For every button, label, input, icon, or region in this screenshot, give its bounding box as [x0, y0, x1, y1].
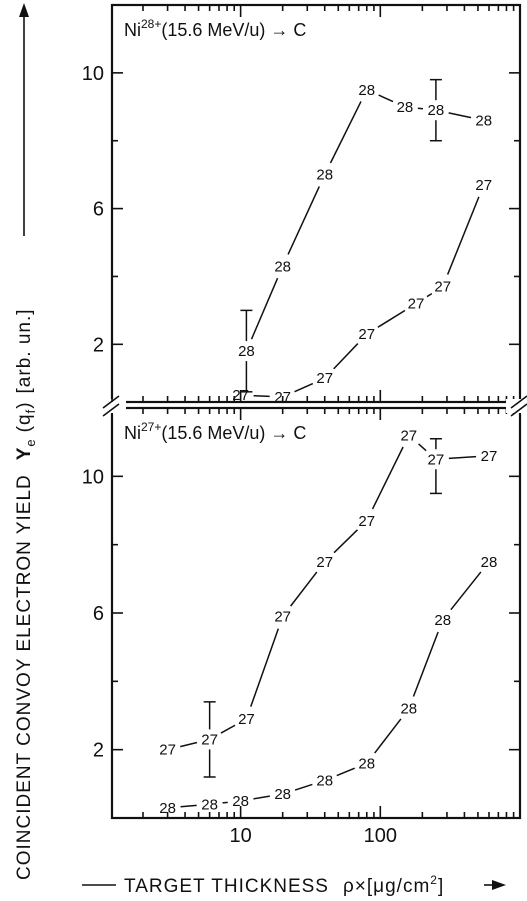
bottom-point-27-0: 27	[159, 742, 176, 759]
top-point-27-5: 27	[434, 279, 451, 296]
top-series-28-segment	[417, 107, 424, 110]
bottom-point-28-3: 28	[274, 786, 291, 803]
y-axis-arrow-head	[19, 3, 29, 17]
top-series-27-segment	[333, 343, 359, 370]
top-panel: 2 6 10 Ni28+(15.6 MeV/u) → C 28 28 28 28 28 28 28 2…	[82, 3, 522, 406]
top-series-27-segment	[294, 382, 314, 393]
bottom-point-27-2: 27	[238, 711, 255, 728]
bottom-point-27-8: 27	[481, 448, 498, 465]
y-axis-label: COINCIDENT CONVOY ELECTRON YIELDYe(qf)[a…	[14, 308, 38, 880]
top-ytick-label-10: 10	[82, 63, 104, 85]
bottom-series-28-segment	[294, 783, 313, 791]
right-axis-break-mask	[506, 399, 527, 413]
bottom-point-27-5: 27	[358, 513, 375, 530]
top-series-27-segment	[377, 309, 406, 328]
bottom-series-27-segment	[448, 455, 477, 460]
bottom-point-27-1: 27	[201, 731, 218, 748]
bottom-series-28-segment	[412, 631, 439, 697]
bottom-series-28-segment	[180, 804, 197, 808]
bottom-point-28-1: 28	[201, 796, 218, 813]
top-ytick-label-6: 6	[93, 199, 104, 221]
top-ytick-label-2: 2	[93, 334, 104, 356]
bottom-series-27-segment	[250, 628, 280, 707]
left-axis-break-mark	[102, 395, 120, 409]
top-point-28-5: 28	[428, 102, 445, 119]
top-point-27-4: 27	[408, 296, 425, 313]
bottom-point-27-3: 27	[274, 608, 291, 625]
bottom-ytick-label-6: 6	[93, 603, 104, 625]
top-point-28-2: 28	[316, 167, 333, 184]
bottom-panel: 2 6 10 10 100 Ni27+(15.6 MeV/u) → C 27 27 27 27 27…	[82, 406, 522, 847]
top-point-27-6: 27	[475, 177, 492, 194]
bottom-series-28-segment	[336, 767, 356, 777]
bottom-point-27-6: 27	[400, 427, 417, 444]
top-point-28-1: 28	[274, 258, 291, 275]
top-point-27-0: 27	[232, 387, 249, 404]
top-point-28-4: 28	[397, 99, 414, 116]
top-series-27-segment	[426, 292, 433, 298]
top-series-28-segment	[378, 94, 394, 103]
top-series-28-segment	[448, 112, 472, 119]
top-point-27-3: 27	[358, 326, 375, 343]
top-point-27-2: 27	[316, 370, 333, 387]
bottom-ytick-label-2: 2	[93, 740, 104, 762]
bottom-series-27-segment	[220, 724, 236, 734]
bottom-ytick-label-10: 10	[82, 466, 104, 488]
top-series-28-segment	[287, 186, 320, 255]
bottom-point-28-6: 28	[400, 701, 417, 718]
bottom-point-28-8: 28	[481, 554, 498, 571]
bottom-series-27-segment	[371, 446, 404, 510]
x-axis-arrow-head	[492, 880, 506, 890]
right-axis-break-mark	[510, 395, 527, 409]
bottom-series-28-segment	[222, 801, 228, 804]
bottom-series-27-segment	[333, 529, 358, 554]
top-point-28-0: 28	[238, 343, 255, 360]
top-point-28-6: 28	[475, 112, 492, 129]
bottom-series-28-segment	[253, 795, 270, 800]
top-series-27-segment	[446, 196, 480, 275]
bottom-point-28-0: 28	[159, 800, 176, 817]
axis-decorations: COINCIDENT CONVOY ELECTRON YIELDYe(qf)[a…	[14, 3, 527, 897]
xtick-label-10: 10	[230, 825, 252, 847]
top-panel-frame	[110, 3, 522, 404]
left-axis-break-mask	[98, 399, 126, 413]
bottom-series-27-segment	[290, 571, 318, 607]
bottom-series-28-segment	[374, 718, 402, 754]
right-axis-break-mark	[510, 403, 527, 417]
bottom-point-28-2: 28	[232, 793, 249, 810]
x-axis-label: TARGET THICKNESS ρ×[μg/cm2]	[124, 873, 444, 897]
top-panel-title: Ni28+(15.6 MeV/u) → C	[124, 17, 306, 40]
top-point-28-3: 28	[358, 82, 375, 99]
bottom-point-28-4: 28	[316, 772, 333, 789]
bottom-panel-title: Ni27+(15.6 MeV/u) → C	[124, 420, 306, 443]
bottom-point-28-5: 28	[358, 755, 375, 772]
bottom-point-27-7: 27	[428, 451, 445, 468]
top-series-27-segment	[253, 394, 270, 398]
left-axis-break-mark	[102, 403, 120, 417]
top-series-28-segment	[250, 277, 279, 340]
bottom-series-28-segment	[450, 571, 482, 611]
bottom-point-28-7: 28	[434, 612, 451, 629]
top-series-28-segment	[329, 101, 362, 164]
bottom-series-27-segment	[418, 443, 427, 452]
top-point-27-1: 27	[274, 389, 291, 406]
bottom-point-27-4: 27	[316, 554, 333, 571]
xtick-label-100: 100	[364, 825, 397, 847]
bottom-series-27-segment	[180, 741, 198, 748]
